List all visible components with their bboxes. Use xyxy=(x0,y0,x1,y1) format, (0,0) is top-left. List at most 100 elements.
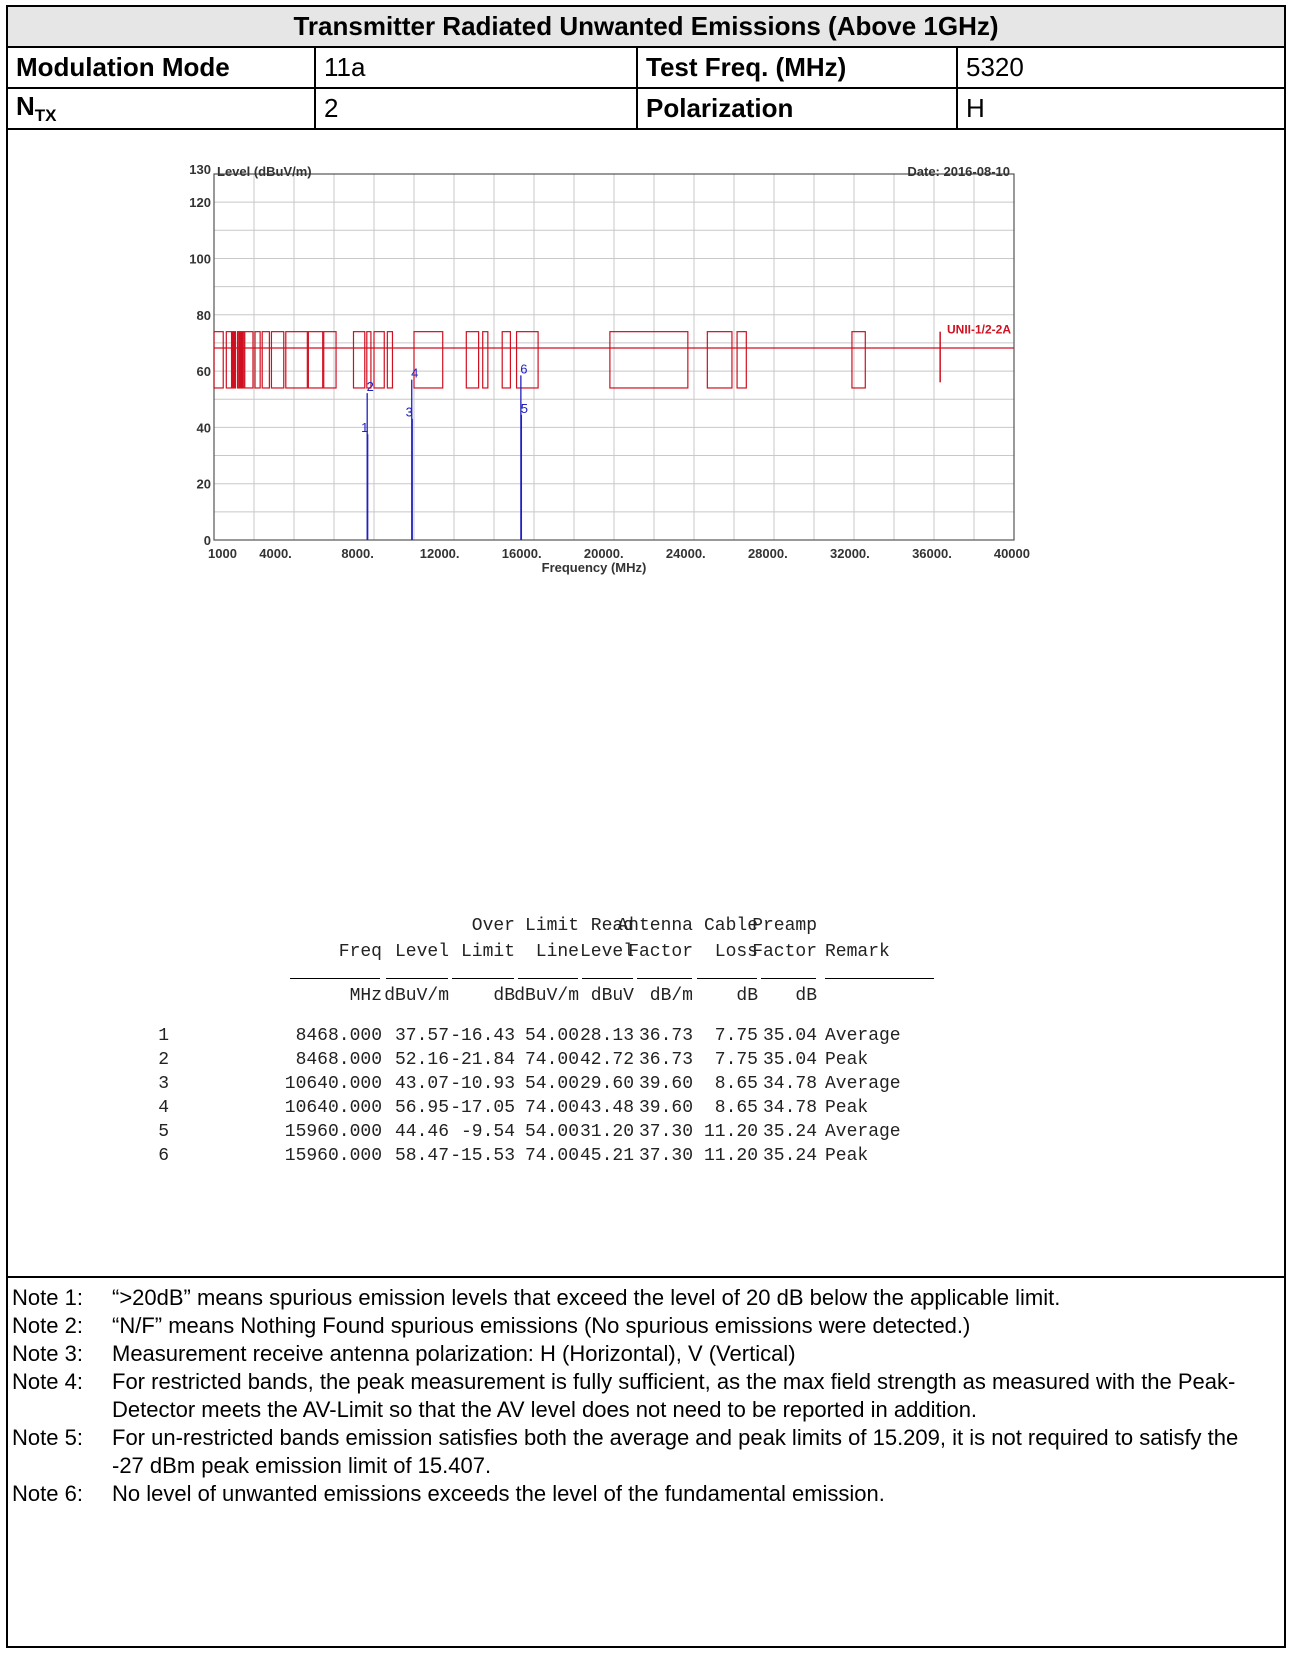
limit-band xyxy=(285,331,308,389)
table-cell: 43.07 xyxy=(394,1074,449,1094)
note-text: Measurement receive antenna polarization… xyxy=(112,1341,796,1366)
marker-label-3: 3 xyxy=(406,405,413,420)
note-item: Note 3: Measurement receive antenna polar… xyxy=(12,1340,1276,1368)
table-cell: 37.30 xyxy=(638,1146,693,1166)
limit-band xyxy=(609,331,689,389)
table-head1: Over xyxy=(471,916,515,936)
limit-band xyxy=(736,331,747,389)
table-cell: 15960.000 xyxy=(284,1122,382,1142)
table-rule xyxy=(697,978,757,979)
limit-label: UNII-1/2-2A xyxy=(947,323,1011,337)
table-cell: 36.73 xyxy=(638,1026,693,1046)
limit-band xyxy=(706,331,733,389)
table-rule xyxy=(290,978,380,979)
y-tick-label: 100 xyxy=(189,251,211,266)
table-remark: Average xyxy=(825,1122,901,1142)
table-cell: 37.57 xyxy=(394,1026,449,1046)
table-cell: 39.60 xyxy=(638,1074,693,1094)
note-text: “N/F” means Nothing Found spurious emiss… xyxy=(112,1313,971,1338)
table-row-index: 2 xyxy=(158,1050,169,1070)
table-rule xyxy=(582,978,633,979)
ntx-label: NTX xyxy=(6,87,316,130)
note-label: Note 6: xyxy=(12,1481,83,1506)
table-head2: Freq xyxy=(338,942,382,962)
polarization-label: Polarization xyxy=(636,87,958,130)
table-remark: Peak xyxy=(825,1098,869,1118)
marker-label-2: 2 xyxy=(367,379,374,394)
table-head1: Limit xyxy=(524,916,579,936)
x-tick-label: 20000. xyxy=(584,546,624,561)
x-tick-label: 12000. xyxy=(420,546,460,561)
table-cell: 58.47 xyxy=(394,1146,449,1166)
marker-label-5: 5 xyxy=(521,401,528,416)
note-text: For un-restricted bands emission satisfi… xyxy=(112,1425,1239,1478)
table-cell: -16.43 xyxy=(450,1026,515,1046)
chart-date: Date: 2016-08-10 xyxy=(907,164,1010,179)
table-head1: Cable xyxy=(703,916,758,936)
table-cell: 34.78 xyxy=(762,1098,817,1118)
note-item: Note 5: For un-restricted bands emission … xyxy=(12,1424,1276,1480)
note-label: Note 2: xyxy=(12,1313,83,1338)
limit-band xyxy=(373,331,385,389)
y-tick-label: 60 xyxy=(197,364,211,379)
note-item: Note 6: No level of unwanted emissions ex… xyxy=(12,1480,1276,1508)
y-tick-label: 120 xyxy=(189,195,211,210)
table-rule xyxy=(761,978,816,979)
table-cell: 8468.000 xyxy=(295,1026,382,1046)
table-cell: 39.60 xyxy=(638,1098,693,1118)
note-label: Note 5: xyxy=(12,1425,83,1450)
y-tick-label: 80 xyxy=(197,308,211,323)
table-cell: -9.54 xyxy=(460,1122,515,1142)
limit-band xyxy=(851,331,866,389)
table-cell: -21.84 xyxy=(450,1050,515,1070)
table-cell: 8.65 xyxy=(714,1098,758,1118)
x-tick-label: 16000. xyxy=(502,546,542,561)
table-rule xyxy=(386,978,448,979)
table-cell: 31.20 xyxy=(579,1122,634,1142)
x-tick-label: 1000 xyxy=(208,546,237,561)
table-unit: dB xyxy=(736,986,758,1006)
table-unit: MHz xyxy=(349,986,382,1006)
table-head2: Line xyxy=(535,942,579,962)
note-text: No level of unwanted emissions exceeds t… xyxy=(112,1481,885,1506)
table-cell: 52.16 xyxy=(394,1050,449,1070)
modulation-value: 11a xyxy=(314,46,638,89)
marker-label-1: 1 xyxy=(361,420,368,435)
limit-band xyxy=(515,331,539,389)
x-tick-label: 28000. xyxy=(748,546,788,561)
table-cell: 44.46 xyxy=(394,1122,449,1142)
table-unit: dB xyxy=(493,986,515,1006)
marker-label-6: 6 xyxy=(520,361,527,376)
table-head2: Factor xyxy=(752,942,817,962)
table-cell: 45.21 xyxy=(579,1146,634,1166)
table-unit: dBuV xyxy=(590,986,634,1006)
table-cell: 74.00 xyxy=(524,1050,579,1070)
limit-band xyxy=(261,331,270,389)
limit-band xyxy=(413,331,444,389)
table-remark: Peak xyxy=(825,1050,869,1070)
table-head2: Remark xyxy=(825,942,890,962)
table-cell: 43.48 xyxy=(579,1098,634,1118)
table-row-index: 6 xyxy=(158,1146,169,1166)
table-cell: 29.60 xyxy=(579,1074,634,1094)
table-rule xyxy=(825,978,934,979)
table-cell: 8468.000 xyxy=(295,1050,382,1070)
table-unit: dB xyxy=(795,986,817,1006)
table-cell: -17.05 xyxy=(450,1098,515,1118)
limit-band xyxy=(352,331,366,389)
table-cell: 28.13 xyxy=(579,1026,634,1046)
table-remark: Peak xyxy=(825,1146,869,1166)
limit-band xyxy=(323,331,337,389)
table-head2: Limit xyxy=(460,942,515,962)
y-tick-label: 0 xyxy=(204,533,211,548)
table-cell: 35.04 xyxy=(762,1026,817,1046)
limit-band xyxy=(386,331,394,389)
table-cell: 10640.000 xyxy=(284,1074,382,1094)
table-head2: Factor xyxy=(628,942,693,962)
limit-band xyxy=(501,331,512,389)
table-cell: -15.53 xyxy=(450,1146,515,1166)
limit-band xyxy=(213,331,224,389)
note-label: Note 3: xyxy=(12,1341,83,1366)
table-row-index: 1 xyxy=(158,1026,169,1046)
